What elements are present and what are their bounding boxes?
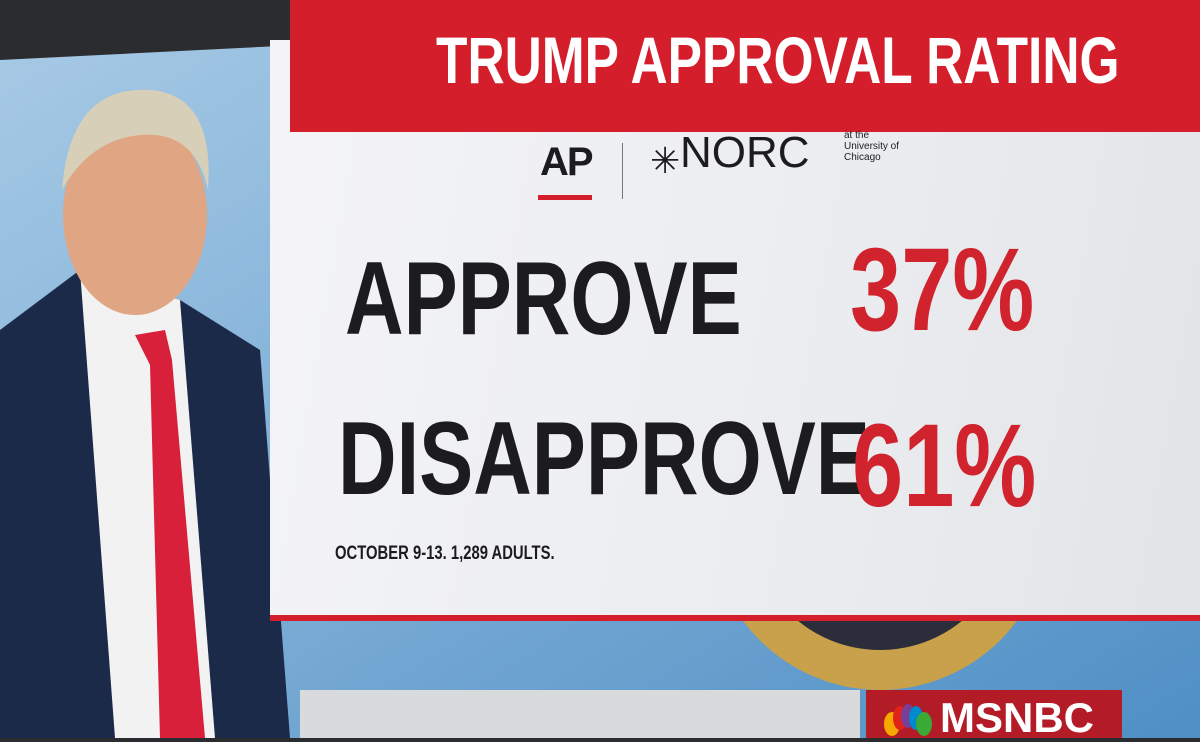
footnote: OCTOBER 9-13. 1,289 ADULTS. [335, 543, 555, 564]
footnote-wrap: OCTOBER 9-13. 1,289 ADULTS. [335, 543, 617, 565]
ap-underline [538, 195, 592, 200]
title-text: TRUMP APPROVAL RATING [436, 23, 1120, 97]
info-card [270, 40, 1200, 621]
tie [135, 330, 205, 738]
approve-value: 37% [850, 224, 1035, 356]
peacock [884, 704, 932, 736]
disapprove-value: 61% [852, 400, 1037, 532]
railing [300, 690, 860, 738]
feather [916, 712, 932, 736]
hair [62, 89, 209, 190]
face [63, 115, 207, 315]
disapprove-row: DISAPPROVE [338, 400, 1020, 519]
network-name: MSNBC [940, 694, 1094, 741]
approve-value-wrap: 37% [850, 222, 1086, 358]
disapprove-value-wrap: 61% [852, 398, 1088, 534]
approve-row: APPROVE [345, 240, 854, 359]
norc-subtitle: at the University of Chicago [844, 130, 900, 163]
norc-logo: NORC [680, 128, 810, 177]
disapprove-label: DISAPPROVE [338, 401, 870, 517]
approve-label: APPROVE [345, 241, 742, 357]
title: TRUMP APPROVAL RATING [436, 22, 1200, 98]
ap-logo: AP [540, 140, 594, 184]
norc-star: ✳ [650, 140, 681, 181]
logo-divider [622, 143, 623, 199]
header-band [290, 0, 1200, 132]
